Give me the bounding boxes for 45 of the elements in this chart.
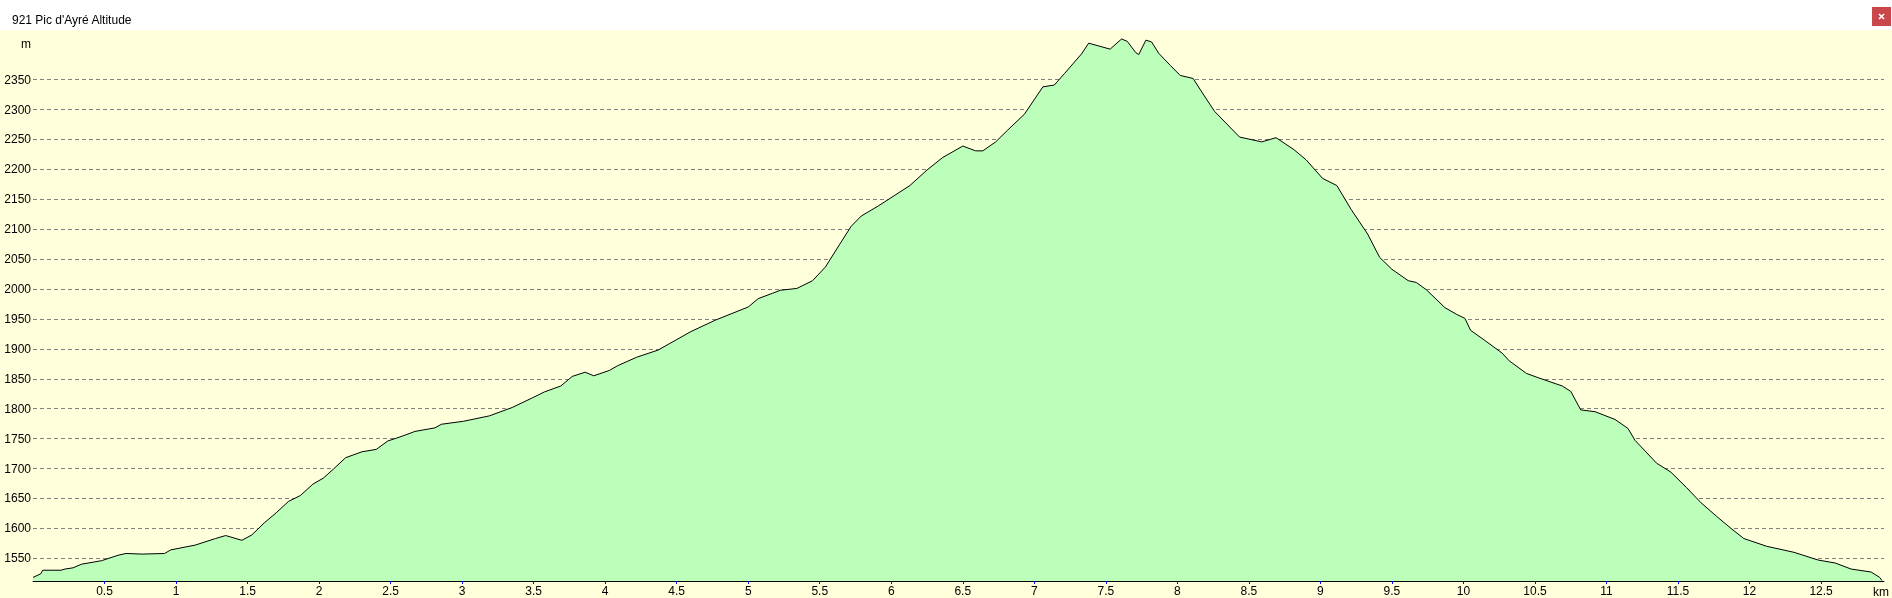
- x-tick-label: 3.5: [525, 584, 543, 598]
- x-tick-label: 3: [458, 584, 466, 598]
- x-tick-label: 1: [172, 584, 180, 598]
- x-tick-label: 4.5: [668, 584, 686, 598]
- y-tick-label: 1550: [4, 551, 32, 566]
- y-tick-label: 1700: [4, 461, 32, 476]
- x-tick-label: 11.5: [1666, 584, 1690, 598]
- x-tick-label: 0.5: [96, 584, 114, 598]
- x-tick-label: 8.5: [1240, 584, 1258, 598]
- y-tick-label: 1600: [4, 521, 32, 536]
- x-tick-label: 4: [601, 584, 609, 598]
- y-tick-label: 1900: [4, 341, 32, 356]
- y-axis-title: m: [21, 37, 31, 51]
- x-tick-label: 9.5: [1383, 584, 1401, 598]
- x-tick-label: 9: [1317, 584, 1325, 598]
- x-tick-label: 1.5: [239, 584, 257, 598]
- x-tick-label: 6.5: [954, 584, 972, 598]
- x-tick-label: 7: [1030, 584, 1038, 598]
- x-tick-label: 2.5: [382, 584, 400, 598]
- y-tick-label: 2200: [4, 162, 32, 177]
- y-tick-label: 2250: [4, 132, 32, 147]
- x-tick-label: 5: [744, 584, 752, 598]
- chart-title: 921 Pic d'Ayré Altitude: [12, 13, 132, 27]
- x-tick-label: 12: [1742, 584, 1757, 598]
- y-tick-label: 2050: [4, 252, 32, 267]
- x-tick-label: 11: [1600, 584, 1614, 598]
- y-tick-label: 2100: [4, 222, 32, 237]
- y-tick-label: 1850: [4, 371, 32, 386]
- x-tick-label: 10: [1456, 584, 1471, 598]
- x-tick-label: 6: [887, 584, 895, 598]
- x-tick-label: 7.5: [1097, 584, 1115, 598]
- y-tick-label: 2350: [4, 72, 32, 87]
- y-tick-label: 2000: [4, 282, 32, 297]
- x-axis-title: km: [1873, 585, 1889, 598]
- y-tick-label: 1750: [4, 431, 32, 446]
- y-tick-label: 1800: [4, 401, 32, 416]
- y-tick-label: 2300: [4, 102, 32, 117]
- y-tick-label: 1650: [4, 491, 32, 506]
- x-tick-label: 12.5: [1809, 584, 1834, 598]
- x-tick-label: 2: [315, 584, 323, 598]
- y-tick-label: 1950: [4, 311, 32, 326]
- x-tick-label: 10.5: [1523, 584, 1547, 598]
- x-tick-label: 5.5: [811, 584, 829, 598]
- y-tick-label: 2150: [4, 192, 32, 207]
- x-tick-label: 8: [1174, 584, 1182, 598]
